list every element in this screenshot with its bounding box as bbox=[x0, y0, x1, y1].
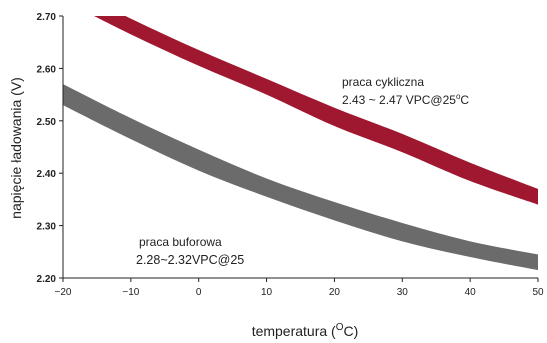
y-tick-label: 2.30 bbox=[37, 222, 57, 233]
y-tick-label: 2.40 bbox=[37, 169, 57, 180]
ticks-layer: −20 −10 0 10 20 30 40 50 2.20 2.30 2.40 2.50 2.60 2.7… bbox=[37, 12, 544, 298]
annotation-buffer-name: praca buforowa bbox=[139, 235, 222, 249]
y-tick-label: 2.50 bbox=[37, 117, 57, 128]
y-tick-label: 2.60 bbox=[37, 64, 57, 75]
y-axis-label: napięcie ładowania (V) bbox=[8, 77, 24, 219]
series-band-buffer bbox=[63, 84, 538, 271]
annotation-cyclic-name: praca cykliczna bbox=[342, 75, 424, 89]
x-tick-label: −20 bbox=[55, 287, 72, 298]
y-tick-label: 2.20 bbox=[37, 274, 57, 285]
x-axis-label: temperatura (OC) bbox=[252, 322, 359, 339]
x-tick-label: 10 bbox=[261, 287, 273, 298]
annotation-buffer-value: 2.28~2.32VPC@25 bbox=[136, 253, 244, 267]
bands-layer bbox=[63, 16, 538, 271]
x-tick-label: 40 bbox=[465, 287, 477, 298]
series-band-cyclic bbox=[93, 16, 538, 205]
x-tick-label: 0 bbox=[196, 287, 202, 298]
y-tick-label: 2.70 bbox=[37, 12, 57, 23]
annotation-cyclic-value: 2.43 ~ 2.47 VPC@25oC bbox=[342, 92, 469, 107]
x-tick-label: 30 bbox=[397, 287, 409, 298]
axes bbox=[62, 16, 538, 279]
x-tick-label: 20 bbox=[329, 287, 341, 298]
x-tick-label: 50 bbox=[532, 287, 544, 298]
x-tick-label: −10 bbox=[122, 287, 139, 298]
